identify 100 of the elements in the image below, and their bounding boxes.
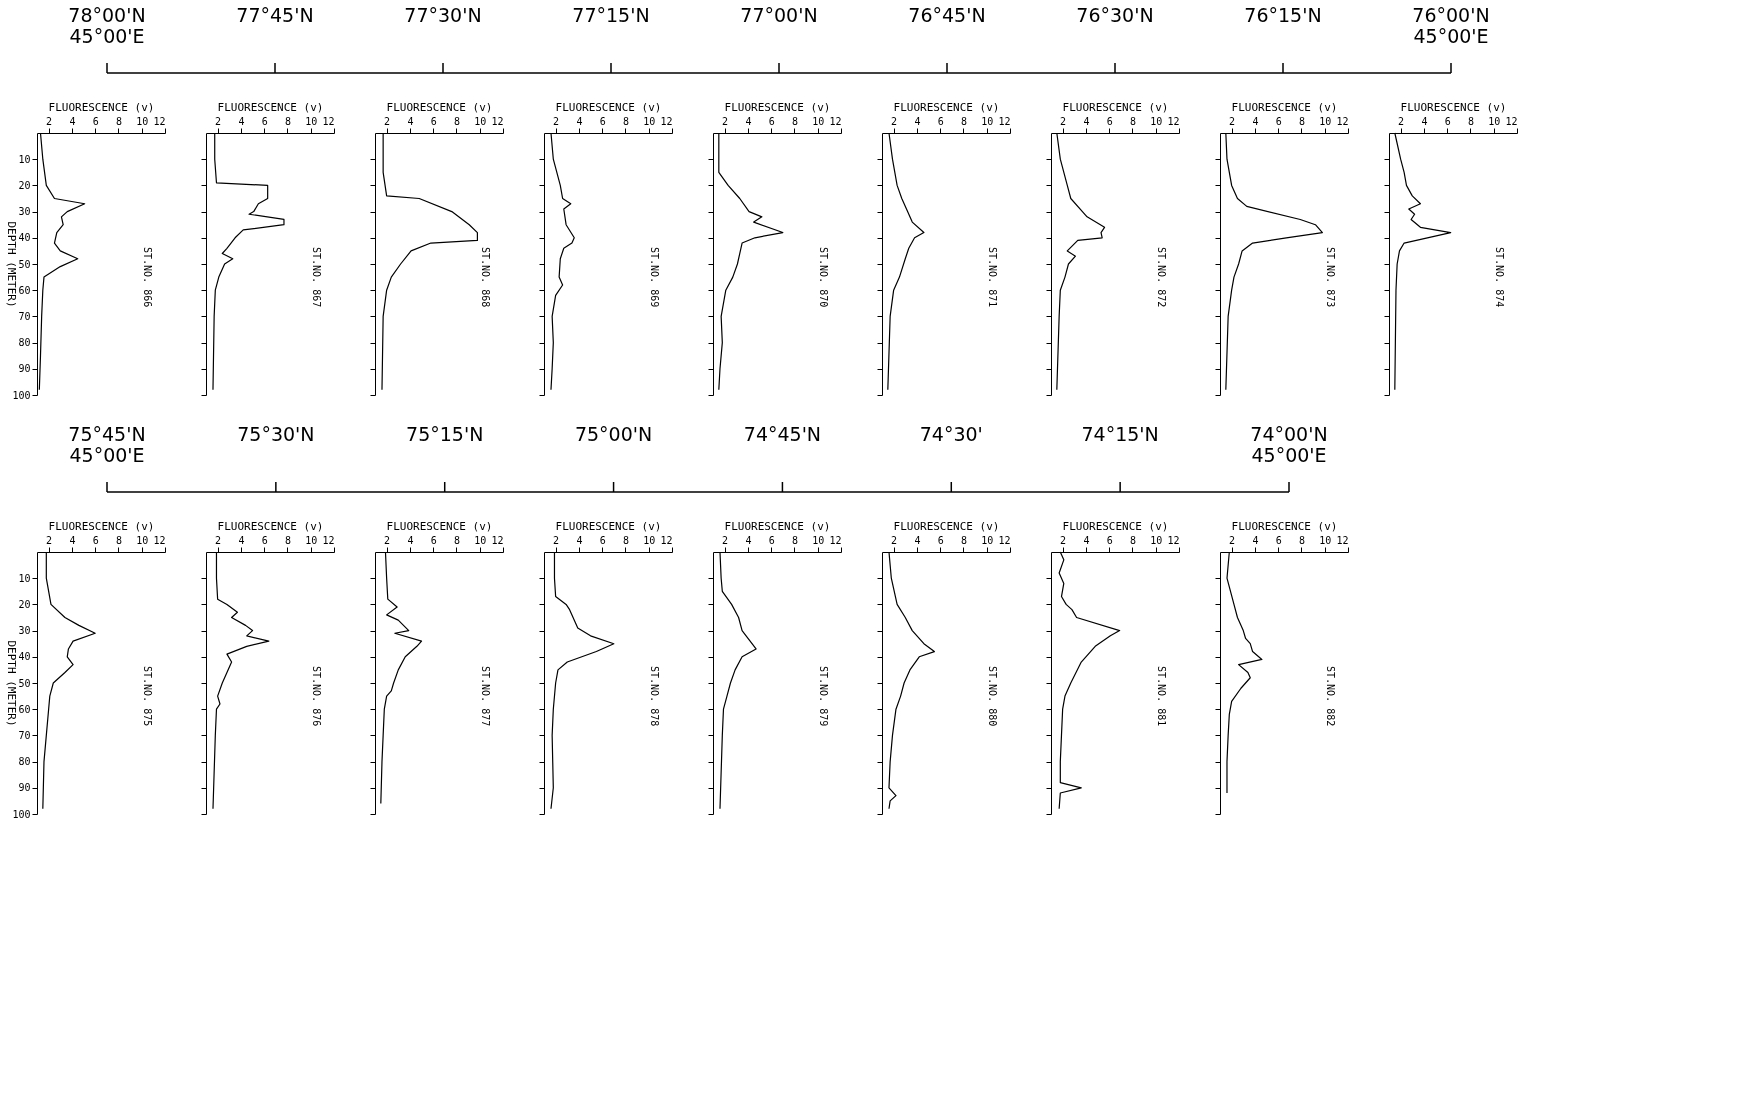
annotation: ST.NO. 874 <box>1494 246 1505 308</box>
x-tick-label: 8 <box>791 534 798 546</box>
text: 77°45'N <box>236 4 314 26</box>
x-axis-title: FLUORESCENCE (v) <box>386 100 493 114</box>
x-tick-label: 10 <box>1150 115 1163 127</box>
y-tick-label: 20 <box>18 598 31 610</box>
x-tick-label: 6 <box>430 115 437 127</box>
x-axis-title: FLUORESCENCE (v) <box>217 519 324 533</box>
x-tick-label: 12 <box>153 534 166 546</box>
x-tick-label: 2 <box>1229 115 1236 127</box>
annotation: ST.NO. 877 <box>480 665 491 727</box>
x-tick-label: 2 <box>384 115 391 127</box>
y-tick-label: 90 <box>18 782 31 794</box>
x-tick-label: 6 <box>937 115 944 127</box>
annotation: ST.NO. 880 <box>987 665 998 727</box>
text: 76°30'N <box>1076 4 1154 26</box>
text: 74°30' <box>919 423 983 445</box>
text: 75°45'N 45°00'E <box>68 423 146 466</box>
x-tick-label: 4 <box>745 115 752 127</box>
x-tick-label: 6 <box>1106 534 1113 546</box>
y-tick-label: 80 <box>18 756 31 768</box>
x-tick-label: 6 <box>599 115 606 127</box>
text: 77°30'N <box>404 4 482 26</box>
text: 76°15'N <box>1244 4 1322 26</box>
x-tick-label: 2 <box>1398 115 1405 127</box>
x-tick-label: 10 <box>474 534 487 546</box>
x-tick-label: 4 <box>1083 534 1090 546</box>
x-tick-label: 6 <box>937 534 944 546</box>
x-axis-title: FLUORESCENCE (v) <box>1062 100 1169 114</box>
x-tick-label: 6 <box>261 115 268 127</box>
x-tick-label: 12 <box>660 115 673 127</box>
x-tick-label: 10 <box>136 115 149 127</box>
x-tick-label: 10 <box>474 115 487 127</box>
x-tick-label: 12 <box>1336 534 1349 546</box>
x-tick-label: 4 <box>1421 115 1428 127</box>
x-tick-label: 4 <box>914 115 921 127</box>
y-tick-label: 100 <box>12 808 31 820</box>
annotation: ST.NO. 869 <box>649 246 660 308</box>
x-tick-label: 4 <box>1252 534 1259 546</box>
x-tick-label: 8 <box>453 534 460 546</box>
x-tick-label: 8 <box>115 534 122 546</box>
x-tick-label: 8 <box>622 115 629 127</box>
text: 75°00'N <box>574 423 653 445</box>
x-tick-label: 4 <box>407 115 414 127</box>
y-axis-title: DEPTH (METER) <box>5 221 19 308</box>
text: 76°45'N <box>908 4 986 26</box>
annotation: ST.NO. 870 <box>818 246 829 308</box>
text: 78°00'N 45°00'E <box>68 4 146 47</box>
x-tick-label: 4 <box>407 534 414 546</box>
x-tick-label: 8 <box>1298 115 1305 127</box>
y-tick-label: 30 <box>18 625 31 637</box>
x-tick-label: 8 <box>284 115 291 127</box>
x-tick-label: 2 <box>553 534 560 546</box>
x-tick-label: 10 <box>1319 115 1332 127</box>
x-tick-label: 6 <box>768 115 775 127</box>
x-tick-label: 6 <box>261 534 268 546</box>
annotation: ST.NO. 872 <box>1156 246 1167 308</box>
x-tick-label: 2 <box>553 115 560 127</box>
x-tick-label: 10 <box>1319 534 1332 546</box>
x-axis-title: FLUORESCENCE (v) <box>1231 100 1338 114</box>
annotation: ST.NO. 878 <box>649 665 660 727</box>
y-tick-label: 40 <box>18 232 31 244</box>
x-tick-label: 10 <box>981 115 994 127</box>
x-tick-label: 6 <box>768 534 775 546</box>
y-tick-label: 10 <box>18 153 31 165</box>
x-tick-label: 6 <box>92 115 99 127</box>
x-tick-label: 2 <box>215 115 222 127</box>
x-tick-label: 10 <box>643 534 656 546</box>
x-tick-label: 12 <box>322 534 335 546</box>
x-axis-title: FLUORESCENCE (v) <box>386 519 493 533</box>
x-axis-title: FLUORESCENCE (v) <box>1400 100 1507 114</box>
x-axis-title: FLUORESCENCE (v) <box>48 100 155 114</box>
x-tick-label: 10 <box>305 115 318 127</box>
annotation: ST.NO. 875 <box>142 665 153 727</box>
x-tick-label: 2 <box>722 534 729 546</box>
text: 77°15'N <box>572 4 650 26</box>
x-tick-label: 4 <box>1252 115 1259 127</box>
x-tick-label: 6 <box>599 534 606 546</box>
annotation: ST.NO. 871 <box>987 246 998 308</box>
x-tick-label: 10 <box>136 534 149 546</box>
y-axis-title: DEPTH (METER) <box>5 640 19 727</box>
x-tick-label: 8 <box>960 115 967 127</box>
x-tick-label: 12 <box>829 115 842 127</box>
x-tick-label: 4 <box>914 534 921 546</box>
y-tick-label: 70 <box>18 729 31 741</box>
x-tick-label: 12 <box>1336 115 1349 127</box>
x-tick-label: 12 <box>322 115 335 127</box>
x-tick-label: 4 <box>69 115 76 127</box>
x-tick-label: 8 <box>284 534 291 546</box>
text: 74°45'N <box>743 423 822 445</box>
x-tick-label: 4 <box>745 534 752 546</box>
x-tick-label: 8 <box>1129 534 1136 546</box>
x-tick-label: 12 <box>998 115 1011 127</box>
text: 77°00'N <box>740 4 818 26</box>
y-tick-label: 80 <box>18 337 31 349</box>
x-tick-label: 2 <box>215 534 222 546</box>
x-tick-label: 10 <box>812 115 825 127</box>
y-tick-label: 30 <box>18 206 31 218</box>
y-tick-label: 50 <box>18 677 31 689</box>
x-tick-label: 6 <box>1275 115 1282 127</box>
